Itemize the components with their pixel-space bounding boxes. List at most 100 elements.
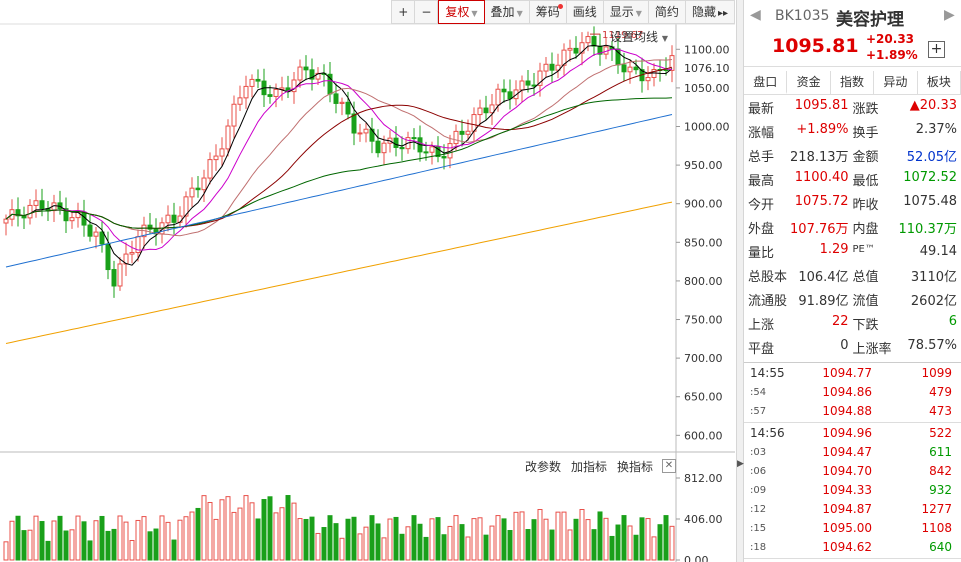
price-tick-label: 750.00 [684, 314, 723, 327]
stat-value: 1075.72 [794, 193, 849, 209]
volume-bar [447, 525, 453, 561]
candle-body [39, 200, 45, 210]
toolbar-button-4[interactable]: 筹码 [529, 0, 567, 24]
volume-bar [81, 521, 87, 561]
volume-bar [141, 516, 147, 561]
edit-params-button[interactable]: 改参数 [525, 460, 562, 474]
volume-bar [639, 517, 645, 561]
volume-bar [471, 518, 477, 561]
candle-body [87, 224, 93, 237]
stat-cell: PE™ 49.14 [853, 244, 957, 259]
toolbar-button-8[interactable]: 隐藏 ▸▸ [685, 0, 735, 24]
tick-row: :12 1094.87 1277 [744, 500, 961, 519]
next-arrow-icon[interactable]: ▶ [944, 7, 955, 23]
toolbar-label: − [421, 5, 432, 19]
volume-bar [207, 502, 213, 561]
volume-bar [159, 515, 165, 561]
toolbar-button-7[interactable]: 简约 [648, 0, 686, 24]
stat-label: 昨收 [852, 197, 879, 213]
toolbar-button-3[interactable]: 叠加 ▼ [484, 0, 530, 24]
candle-body [207, 159, 213, 179]
kline-chart-area[interactable]: 1100.00 1076.10 1050.00 1000.00 950.00 900.00… [0, 0, 735, 562]
quote-tab-0[interactable]: 盘口 [744, 71, 788, 94]
volume-bar [153, 528, 159, 561]
volume-bar [531, 519, 537, 561]
tick-row: :54 1094.86 479 [744, 383, 961, 402]
close-icon[interactable]: ✕ [662, 459, 676, 473]
toolbar-button-0[interactable]: + [391, 0, 416, 24]
candle-body [267, 94, 273, 97]
panel-splitter[interactable]: ▶ [736, 0, 744, 562]
collapse-arrow-icon[interactable]: ▶ [737, 459, 744, 469]
volume-bar [513, 511, 519, 561]
volume-bar [603, 517, 609, 561]
kline-chart[interactable]: 1100.00 1076.10 1050.00 1000.00 950.00 900.00… [0, 0, 735, 562]
prev-arrow-icon[interactable]: ◀ [750, 7, 761, 23]
volume-bar [303, 518, 309, 561]
ma-settings-button[interactable]: 设置均线 ▼ [610, 28, 668, 45]
candle-body [237, 97, 243, 105]
candle-body [489, 104, 495, 114]
quote-tab-3[interactable]: 异动 [874, 71, 918, 94]
stat-cell: 今开 1075.72 [748, 194, 853, 213]
volume-bar [255, 518, 261, 561]
toolbar-button-1[interactable]: − [415, 0, 439, 24]
quote-tab-1[interactable]: 资金 [787, 71, 831, 94]
candle-body [525, 80, 531, 86]
candle-body [117, 263, 123, 287]
sector-name: 美容护理 [836, 10, 904, 30]
tick-volume: 479 [929, 385, 952, 399]
stat-label: 上涨 [748, 317, 775, 333]
stat-row: 流通股 91.89亿 流值 2602亿 [748, 287, 957, 311]
volume-bar [453, 515, 459, 561]
volume-bar [393, 516, 399, 561]
price-tick-label: 1050.00 [684, 82, 730, 95]
tick-price: 1094.33 [822, 483, 872, 497]
volume-bar [333, 523, 339, 561]
sector-code: BK1035 [775, 8, 830, 24]
volume-bar [213, 518, 219, 561]
volume-bar [669, 525, 675, 561]
toolbar-button-6[interactable]: 显示 ▼ [603, 0, 649, 24]
volume-bar [339, 537, 345, 561]
tick-time: :57 [750, 406, 767, 417]
candle-body [375, 140, 381, 154]
volume-bar [477, 517, 483, 561]
tick-volume: 1108 [921, 521, 952, 535]
volume-bar [357, 533, 363, 561]
price-tick-label: 600.00 [684, 429, 723, 442]
volume-bar [201, 495, 207, 561]
candle-body [411, 137, 417, 140]
high-marker-label: 1119.67 [602, 30, 643, 41]
volume-bar [177, 519, 183, 561]
candle-body [195, 187, 201, 191]
candle-body [567, 47, 573, 51]
notification-dot [557, 4, 563, 9]
volume-bar [261, 499, 267, 561]
volume-bar [27, 529, 33, 561]
candle-body [333, 93, 339, 104]
change-block: +20.33 +1.89% [866, 31, 918, 63]
volume-bar [9, 520, 15, 561]
volume-bar [549, 529, 555, 561]
candle-body [537, 70, 543, 86]
volume-bar [93, 520, 99, 561]
stat-row: 今开 1075.72 昨收 1075.48 [748, 191, 957, 215]
volume-bar [111, 528, 117, 561]
quote-tab-4[interactable]: 板块 [918, 71, 961, 94]
volume-bar [279, 507, 285, 561]
volume-bar [363, 526, 369, 561]
stat-value: 22 [831, 313, 849, 329]
switch-indicator-button[interactable]: 换指标 [617, 460, 654, 474]
candle-body [399, 146, 405, 150]
toolbar-button-2[interactable]: 复权 ▼ [438, 0, 485, 24]
volume-bar [567, 529, 573, 561]
quote-tab-2[interactable]: 指数 [831, 71, 875, 94]
toolbar-label: 复权 [445, 5, 470, 19]
add-watchlist-button[interactable]: + [928, 41, 945, 58]
volume-bar [123, 521, 129, 561]
toolbar-button-5[interactable]: 画线 [566, 0, 604, 24]
add-indicator-button[interactable]: 加指标 [571, 460, 608, 474]
volume-bar [441, 534, 447, 561]
candle-body [423, 151, 429, 154]
